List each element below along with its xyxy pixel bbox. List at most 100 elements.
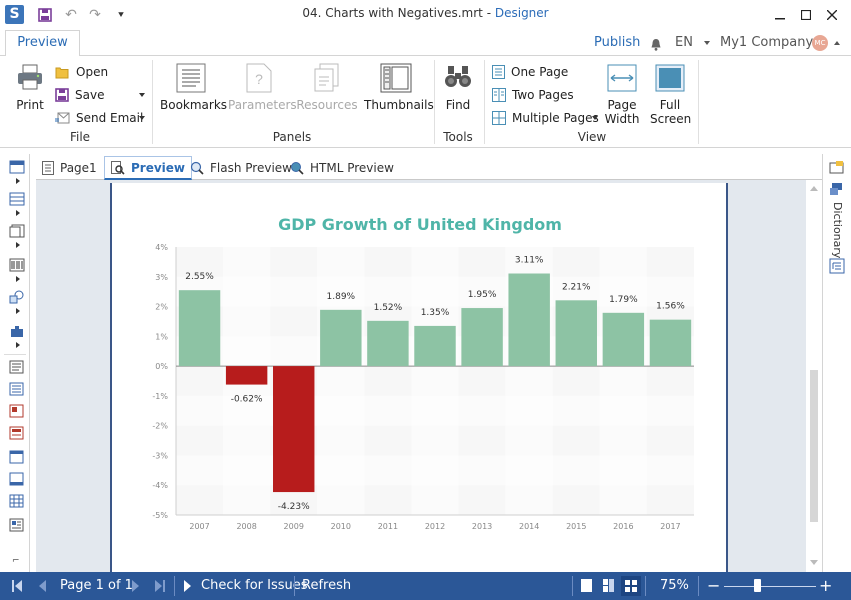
parameters-button[interactable]: ? Parameters xyxy=(228,62,297,114)
bookmarks-button[interactable]: Bookmarks xyxy=(160,62,227,114)
dictionary-tab[interactable]: Dictionary xyxy=(831,202,844,259)
refresh-button[interactable]: Refresh xyxy=(302,578,352,593)
shapes-icon[interactable] xyxy=(9,290,25,304)
language-selector[interactable]: EN xyxy=(675,35,693,50)
folder-icon xyxy=(55,67,69,78)
x-tick-label: 2009 xyxy=(284,522,304,531)
page-icon xyxy=(42,161,54,175)
text-icon[interactable] xyxy=(9,360,25,374)
save-button[interactable]: Save xyxy=(55,85,150,105)
publish-button[interactable]: Publish xyxy=(594,35,641,50)
notifications-bell-icon[interactable] xyxy=(650,38,662,54)
ribbon-separator xyxy=(152,60,153,144)
scrollbar-thumb[interactable] xyxy=(810,370,818,522)
bar-2014 xyxy=(508,273,550,367)
expand-arrow-icon[interactable] xyxy=(16,276,20,282)
undo-icon[interactable]: ↶ xyxy=(65,7,77,23)
report-band-icon[interactable] xyxy=(9,160,25,174)
zoom-in-button[interactable]: + xyxy=(819,576,833,595)
tab-page1[interactable]: Page1 xyxy=(42,156,97,180)
bar-2016 xyxy=(602,312,645,367)
scroll-up-icon[interactable] xyxy=(810,186,818,191)
clone-icon[interactable] xyxy=(9,472,25,486)
expand-arrow-icon[interactable] xyxy=(16,242,20,248)
one-page-button[interactable]: One Page xyxy=(492,62,592,82)
last-page-icon[interactable] xyxy=(155,580,165,596)
zoom-slider-track[interactable] xyxy=(724,586,816,587)
checkbox-component-icon[interactable] xyxy=(9,426,25,440)
send-email-button[interactable]: Send Email xyxy=(55,108,150,128)
collapse-ribbon-icon[interactable] xyxy=(834,41,840,45)
scroll-down-icon[interactable] xyxy=(810,560,818,565)
zoom-out-button[interactable]: − xyxy=(707,576,721,595)
tab-flash-preview[interactable]: Flash Preview xyxy=(190,156,292,180)
data-label: 1.79% xyxy=(609,295,638,305)
open-button[interactable]: Open xyxy=(55,62,140,82)
y-tick-label: -1% xyxy=(152,392,168,401)
save-dropdown-icon[interactable] xyxy=(139,93,145,97)
status-bar: Page 1 of 1 Check for Issues Refresh 75%… xyxy=(0,572,851,600)
tab-preview[interactable]: Preview xyxy=(5,30,80,57)
thumbnails-button[interactable]: Thumbnails xyxy=(364,62,434,114)
company-name[interactable]: My1 Company xyxy=(720,35,814,50)
email-icon xyxy=(55,112,70,123)
rich-text-icon[interactable] xyxy=(9,382,25,396)
two-pages-icon xyxy=(492,88,506,102)
expand-arrow-icon[interactable] xyxy=(16,178,20,184)
redo-icon[interactable]: ↷ xyxy=(89,7,101,23)
next-page-icon[interactable] xyxy=(132,580,140,596)
multiple-pages-icon xyxy=(492,111,506,125)
image-icon[interactable] xyxy=(9,404,25,418)
two-pages-button[interactable]: Two Pages xyxy=(492,85,592,105)
panel-icon[interactable] xyxy=(9,450,25,464)
table-icon[interactable] xyxy=(9,494,25,508)
tab-html-preview[interactable]: HTML Preview xyxy=(290,156,394,180)
parameters-icon: ? xyxy=(246,63,272,96)
close-button[interactable] xyxy=(818,4,846,26)
language-dropdown-icon[interactable] xyxy=(704,41,710,45)
play-icon[interactable] xyxy=(184,580,192,596)
multiple-pages-dropdown-icon[interactable] xyxy=(592,116,598,120)
expand-arrow-icon[interactable] xyxy=(16,308,20,314)
check-for-issues-button[interactable]: Check for Issues xyxy=(201,578,308,593)
zoom-slider-thumb[interactable] xyxy=(754,579,761,592)
more-tools-icon[interactable]: ⌐ xyxy=(12,556,20,566)
customize-quick-access-icon[interactable]: ⯆ xyxy=(117,9,125,21)
data-label: 3.11% xyxy=(515,256,544,266)
vertical-scrollbar[interactable] xyxy=(806,180,822,572)
maximize-button[interactable] xyxy=(792,4,820,26)
send-email-dropdown-icon[interactable] xyxy=(139,116,145,120)
barcode-icon[interactable] xyxy=(9,258,25,272)
subreport-icon[interactable] xyxy=(9,518,25,532)
expand-arrow-icon[interactable] xyxy=(16,210,20,216)
properties-icon[interactable] xyxy=(829,160,845,177)
multiple-page-view-button[interactable] xyxy=(621,576,641,596)
report-tree-icon[interactable] xyxy=(829,258,845,277)
resources-button[interactable]: Resources xyxy=(296,62,358,114)
minimize-button[interactable] xyxy=(766,4,794,26)
previous-page-icon[interactable] xyxy=(38,580,46,596)
tab-preview-page[interactable]: Preview xyxy=(104,156,193,180)
continuous-view-icon[interactable] xyxy=(603,579,617,597)
ribbon-separator xyxy=(434,60,435,144)
page-width-button[interactable]: Page Width xyxy=(604,62,640,126)
data-band-icon[interactable] xyxy=(9,192,25,206)
cross-band-icon[interactable] xyxy=(9,224,25,238)
bar-2009 xyxy=(273,366,315,493)
full-screen-button[interactable]: Full Screen xyxy=(650,62,691,126)
components-puzzle-icon[interactable] xyxy=(9,324,25,338)
data-label: 1.35% xyxy=(421,308,450,318)
bar-2013 xyxy=(461,308,503,367)
svg-text:?: ? xyxy=(255,71,263,87)
dictionary-icon[interactable] xyxy=(829,182,845,199)
multiple-pages-button[interactable]: Multiple Pages xyxy=(492,108,602,128)
single-page-view-icon[interactable] xyxy=(581,579,593,597)
avatar[interactable]: MC xyxy=(812,35,828,51)
find-button[interactable]: Find xyxy=(440,62,476,114)
save-quick-icon[interactable] xyxy=(36,6,54,24)
left-toolbox: ⌐ xyxy=(0,154,30,572)
print-button[interactable]: Print xyxy=(12,62,48,114)
first-page-icon[interactable] xyxy=(12,580,22,596)
zoom-level: 75% xyxy=(660,578,689,593)
expand-arrow-icon[interactable] xyxy=(16,342,20,348)
